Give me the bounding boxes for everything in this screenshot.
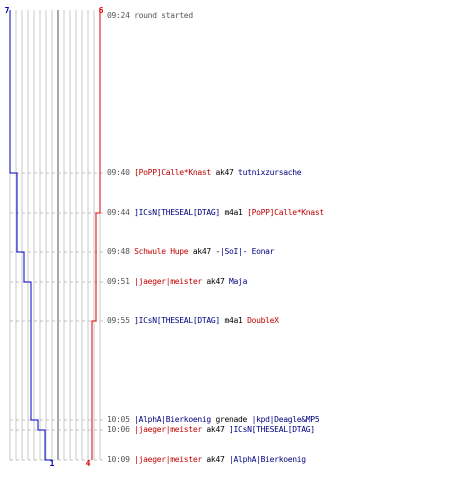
blue-start-count: 7 [5,6,10,15]
event-victim: Maja [229,277,248,286]
event-row: 09:51 |jaeger|meister ak47 Maja [107,277,247,287]
event-row: 10:09 |jaeger|meister ak47 |AlphA|Bierko… [107,455,306,465]
event-time: 09:24 [107,11,130,20]
event-weapon: grenade [215,415,248,424]
red-team-alive-line [91,10,101,460]
event-time: 09:55 [107,316,130,325]
event-victim: -|SoI|- Eonar [215,247,275,256]
event-time: 09:40 [107,168,130,177]
event-killer: |jaeger|meister [134,455,202,464]
event-row: 09:48 Schwule Hupe ak47 -|SoI|- Eonar [107,247,274,257]
red-end-count: 4 [86,459,91,468]
event-killer: |jaeger|meister [134,425,202,434]
grid-lines [9,10,101,460]
event-killer: [PoPP]Calle*Knast [134,168,211,177]
event-killer: |jaeger|meister [134,277,202,286]
event-time: 10:09 [107,455,130,464]
event-dash-lines [10,172,104,461]
event-row: 09:44 ]ICsN[THESEAL[DTAG] m4a1 [PoPP]Cal… [107,208,324,218]
event-weapon: ak47 [215,168,234,177]
event-victim: tutnixzursache [238,168,302,177]
event-row: 10:06 |jaeger|meister ak47 ]ICsN[THESEAL… [107,425,315,435]
event-time: 09:44 [107,208,130,217]
event-killer: ]ICsN[THESEAL[DTAG] [134,316,220,325]
event-time: 10:05 [107,415,130,424]
event-victim: |kpd|Deagle&MP5 [251,415,320,424]
event-killer: |AlphA|Bierkoenig [134,415,211,424]
event-weapon: ak47 [206,455,225,464]
blue-team-alive-line [9,10,52,461]
event-row: 10:05 |AlphA|Bierkoenig grenade |kpd|Dea… [107,415,320,425]
event-victim: [PoPP]Calle*Knast [247,208,324,217]
event-killer: ]ICsN[THESEAL[DTAG] [134,208,220,217]
event-weapon: ak47 [206,425,225,434]
red-start-count: 6 [99,6,104,15]
event-time: 09:51 [107,277,130,286]
event-row: 09:55 ]ICsN[THESEAL[DTAG] m4a1 DoubleX [107,316,279,326]
event-victim: ]ICsN[THESEAL[DTAG] [229,425,315,434]
event-weapon: m4a1 [224,208,243,217]
event-weapon: round started [134,11,193,20]
event-weapon: ak47 [192,247,211,256]
event-row: 09:40 [PoPP]Calle*Knast ak47 tutnixzursa… [107,168,302,178]
event-time: 10:06 [107,425,130,434]
event-weapon: ak47 [206,277,225,286]
event-row: 09:24 round started [107,11,193,21]
event-killer: Schwule Hupe [134,247,189,256]
event-time: 09:48 [107,247,130,256]
blue-end-count: 1 [50,459,55,468]
event-victim: DoubleX [247,316,279,325]
event-weapon: m4a1 [224,316,243,325]
event-victim: |AlphA|Bierkoenig [229,455,306,464]
